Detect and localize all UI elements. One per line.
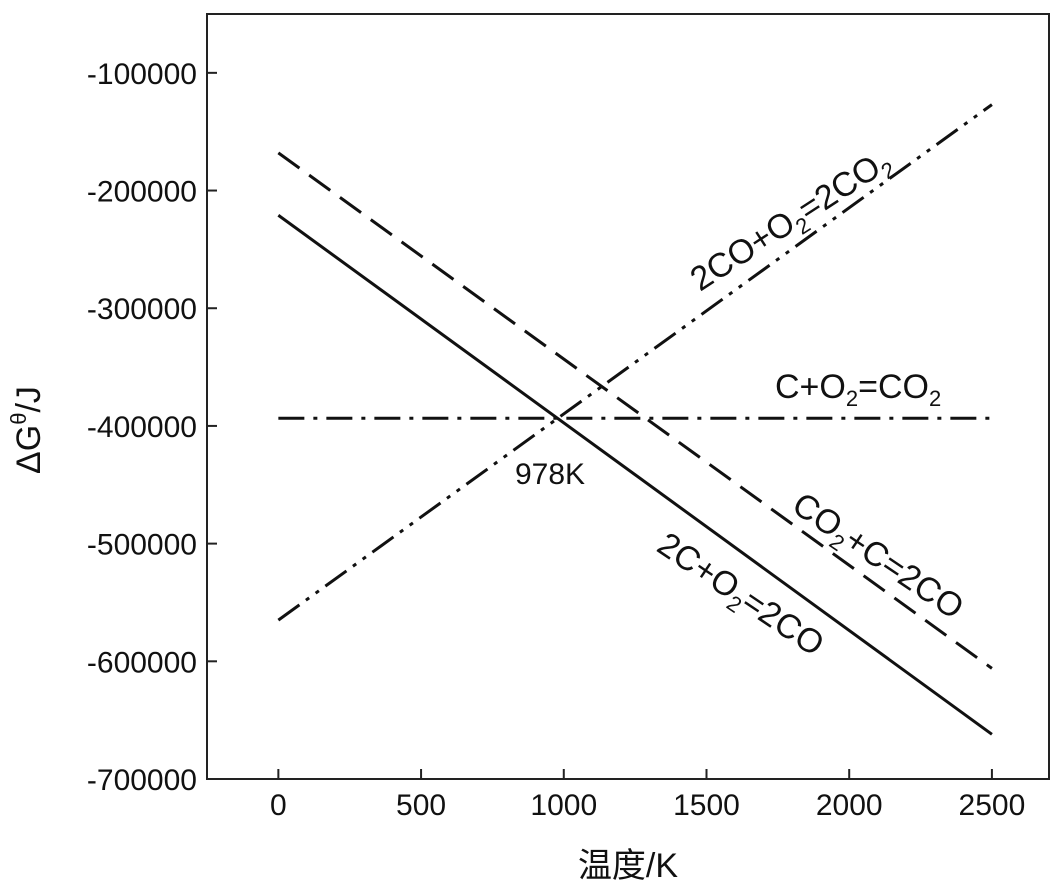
plot-frame [206,13,1050,780]
y-tick-label: -500000 [87,529,197,562]
annotation-978k: 978K [515,458,585,491]
x-tick-label: 1500 [673,789,740,822]
series-line-c_o2_2co [277,214,993,736]
y-tick-label: -400000 [87,411,197,444]
x-tick-label: 1000 [530,789,597,822]
y-axis: -100000 -200000 -300000 -400000 -500000 -6000… [87,58,217,797]
x-axis-title: 温度/K [578,847,678,885]
y-tick-label: -200000 [87,176,197,209]
x-tick-label: 2000 [816,789,883,822]
x-tick-label: 500 [396,789,446,822]
x-axis: 0 500 1000 1500 2000 2500 [270,769,1025,822]
x-tick-label: 0 [270,789,287,822]
series-line-co_o2 [277,103,993,622]
y-tick-label: -700000 [87,764,197,797]
x-tick-label: 2500 [959,789,1026,822]
series-lines [277,103,993,736]
series-label-co-o2: 2CO+O2=2CO2 [684,141,901,303]
series-label-co2-c: CO2+C=2CO [783,485,971,631]
y-tick-label: -300000 [87,293,197,326]
series-line-co2_c [277,151,993,670]
series-label-c-o2-co2: C+O2=CO2 [775,368,941,411]
y-axis-title: ΔGθ/J [6,386,48,474]
y-tick-label: -600000 [87,646,197,679]
y-tick-label: -100000 [87,58,197,91]
